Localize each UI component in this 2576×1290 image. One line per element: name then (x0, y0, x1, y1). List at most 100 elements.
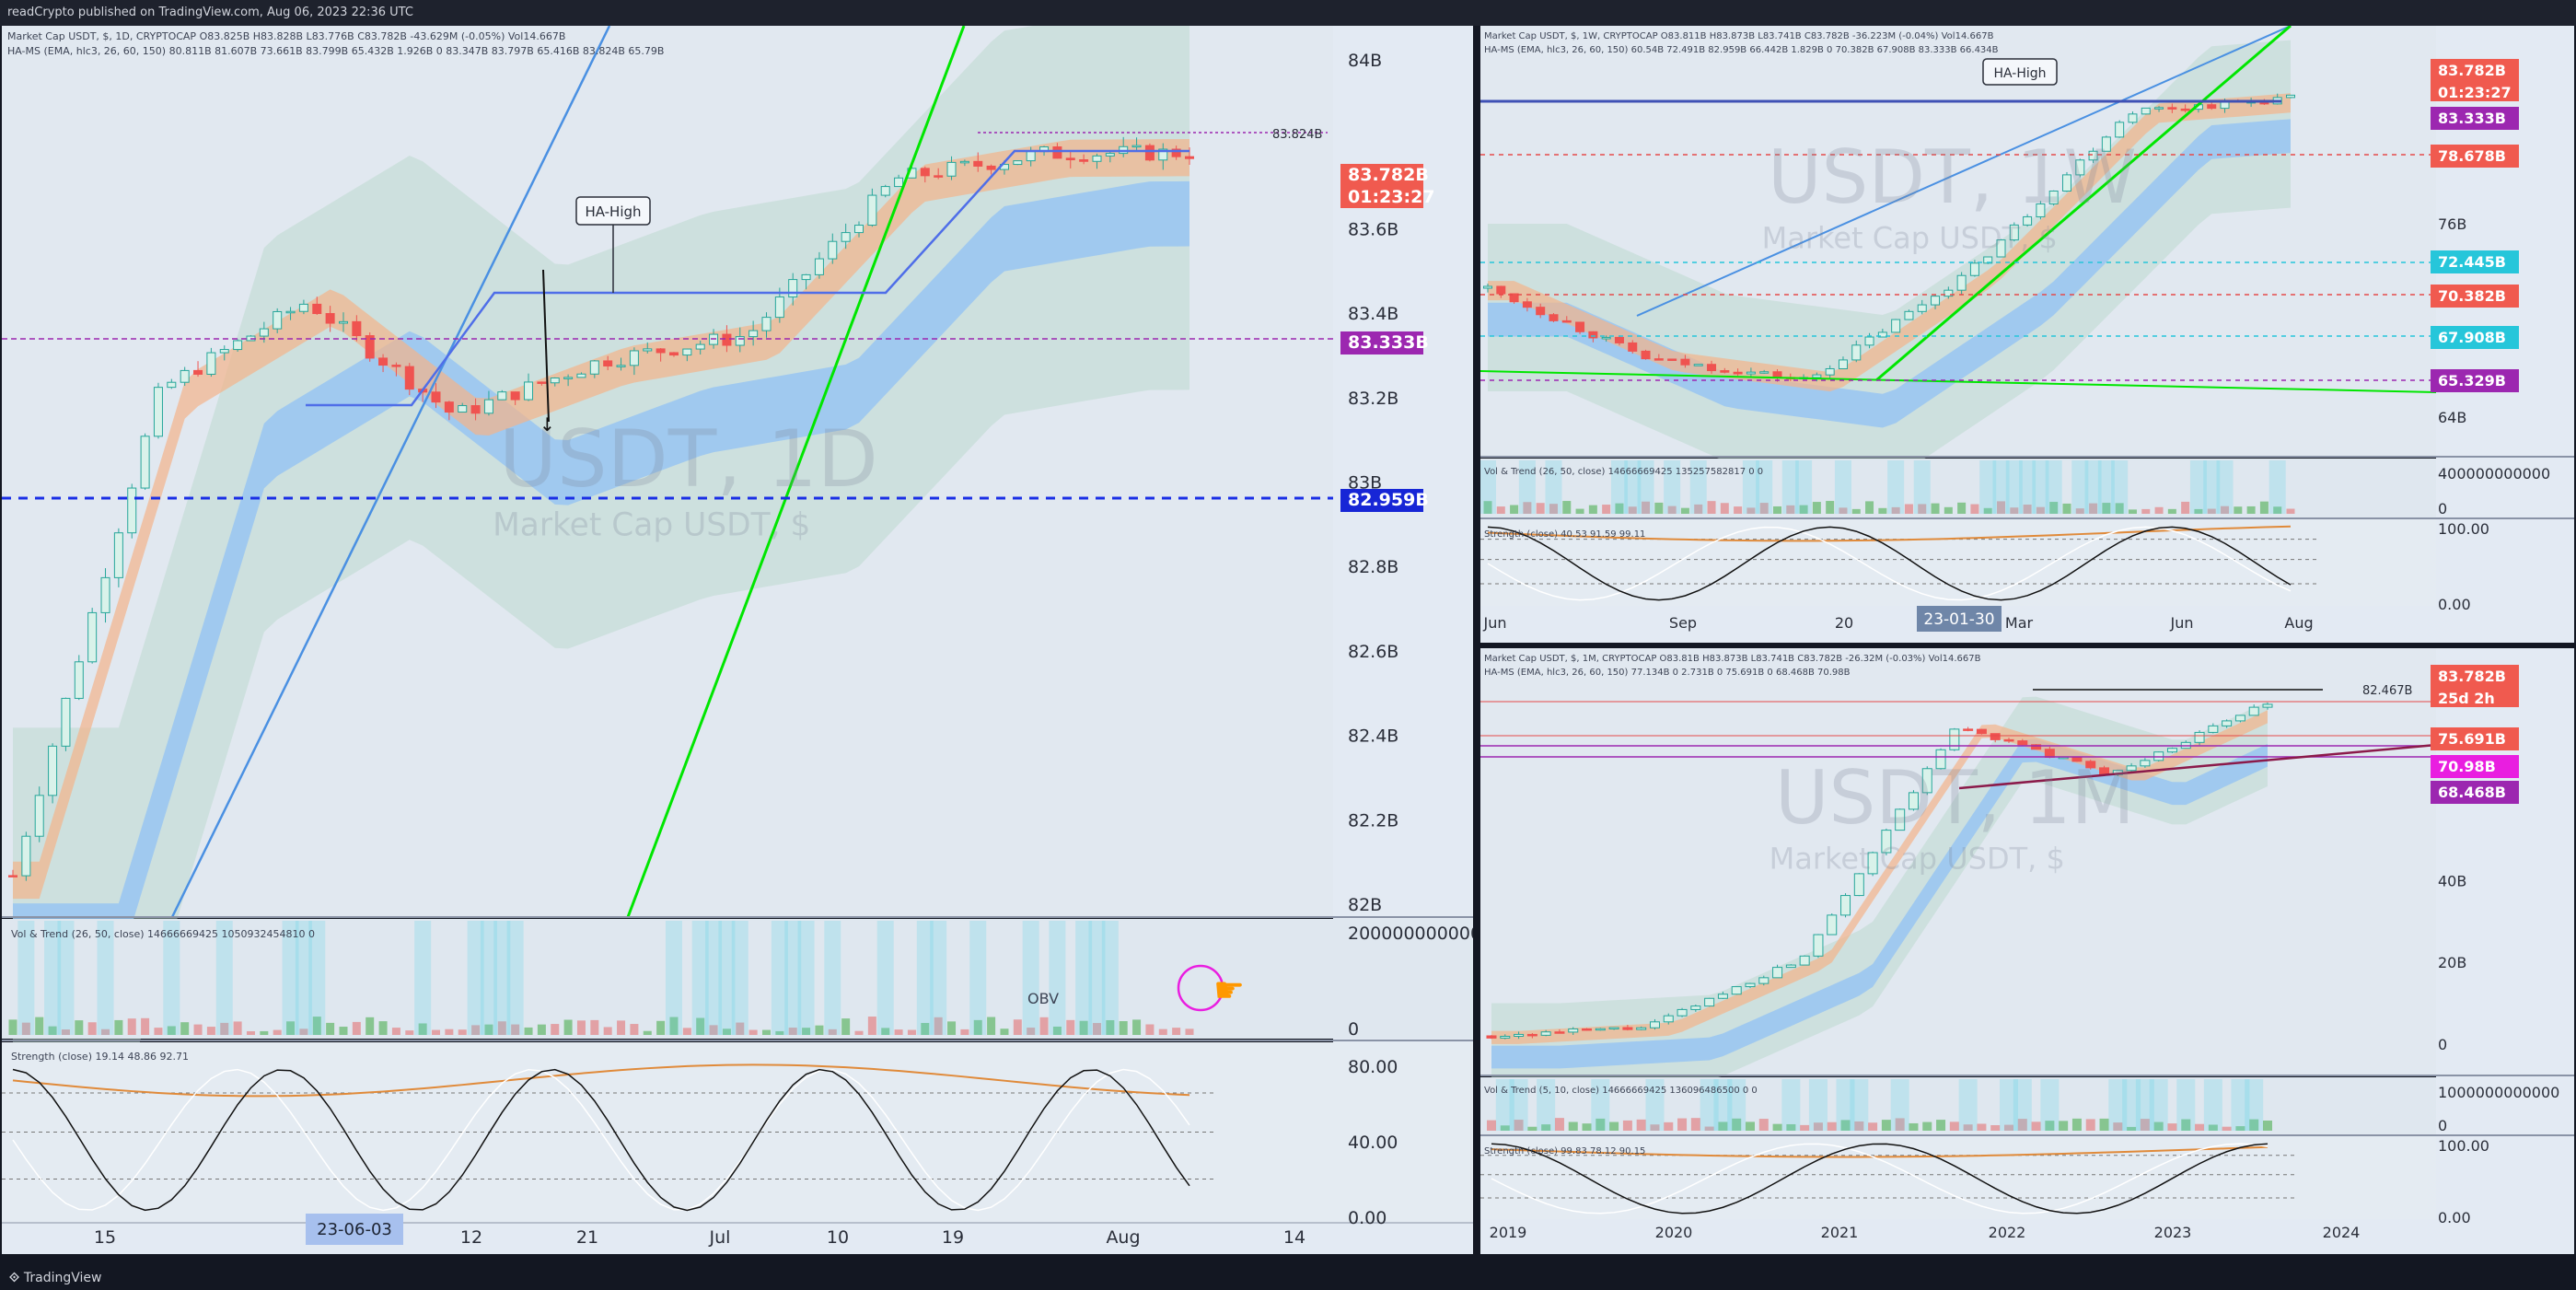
daily-trend-shade (930, 921, 947, 1035)
monthly-chart-svg[interactable]: Market Cap USDT, $, 1M, CRYPTOCAP O83.81… (1480, 648, 2574, 1254)
daily-time-tick: 15 (94, 1227, 116, 1248)
daily-volume-bar (590, 1019, 599, 1035)
daily-volume-bar (921, 1022, 930, 1035)
monthly-price-tag-label: 70.98B (2438, 758, 2496, 775)
weekly-volume-bar (1826, 501, 1835, 514)
weekly-trend-shade (1637, 460, 1654, 514)
monthly-volume-bar (2099, 1118, 2109, 1131)
monthly-candle (1677, 1008, 1688, 1017)
daily-legend-2: HA-MS (EMA, hlc3, 26, 60, 150) 80.811B 8… (7, 45, 664, 57)
monthly-trend-shade (1713, 1079, 1733, 1131)
daily-candle (458, 405, 468, 413)
daily-candle (576, 373, 586, 378)
weekly-trend-shade (2071, 460, 2089, 514)
weekly-candle (1759, 371, 1770, 374)
daily-volume-bar (1066, 1019, 1075, 1035)
daily-cloud-band (13, 26, 1189, 1112)
weekly-price-tick: 64B (2438, 409, 2466, 426)
monthly-trend-shade (1509, 1079, 1528, 1131)
weekly-trend-line-1 (1875, 26, 2292, 382)
weekly-candle (1864, 336, 1874, 346)
daily-volume-bar (854, 1030, 864, 1035)
monthly-volume-bar (2085, 1119, 2095, 1131)
monthly-volume-bar (1609, 1121, 1619, 1131)
daily-volume-bar (1079, 1020, 1088, 1035)
daily-price-tag-label: 83.333B (1348, 332, 1429, 353)
weekly-candle (1825, 367, 1835, 376)
daily-candle (828, 240, 838, 260)
monthly-volume-bar (1895, 1118, 1905, 1131)
daily-time-tick: Aug (1106, 1227, 1140, 1248)
daily-price-tick: 84B (1348, 51, 1382, 71)
daily-candle (312, 303, 322, 315)
daily-volume-bar (1145, 1024, 1155, 1035)
weekly-candle (2075, 159, 2085, 176)
daily-trend-shade (295, 921, 312, 1035)
monthly-time-tick: 2022 (1989, 1224, 2026, 1241)
monthly-trend-shade (2040, 1079, 2060, 1131)
daily-candle (946, 161, 957, 177)
monthly-candle (1881, 830, 1892, 854)
weekly-volume-bar (1812, 502, 1821, 514)
publisher-text: readCrypto published on TradingView.com,… (7, 6, 413, 19)
weekly-candle (2141, 107, 2151, 115)
obv-label: OBV (1027, 990, 1059, 1007)
daily-time-tick: Jul (709, 1227, 731, 1248)
publisher-bar: readCrypto published on TradingView.com,… (0, 0, 2576, 26)
daily-candle (682, 348, 692, 356)
monthly-chart-panel[interactable]: Market Cap USDT, $, 1M, CRYPTOCAP O83.81… (1480, 648, 2574, 1254)
weekly-volume-bar (1970, 504, 1979, 514)
monthly-candle (2194, 731, 2205, 743)
daily-volume-bar (1132, 1019, 1142, 1035)
daily-trend-shade (705, 921, 723, 1035)
weekly-volume-bar (2036, 506, 2045, 514)
daily-volume-bar (722, 1029, 731, 1035)
daily-time-tick: 21 (576, 1227, 598, 1248)
monthly-price-tag-label: 68.468B (2438, 784, 2506, 801)
daily-candle (497, 391, 507, 401)
weekly-chart-panel[interactable]: Market Cap USDT, $, 1W, CRYPTOCAP O83.81… (1480, 26, 2574, 643)
weekly-volume-bar (1483, 501, 1492, 514)
daily-chart-panel[interactable]: Market Cap USDT, $, 1D, CRYPTOCAP O83.82… (2, 26, 1473, 1254)
daily-candle (273, 310, 283, 330)
daily-volume-bar (48, 1026, 57, 1035)
daily-trend-shade (1088, 921, 1106, 1035)
daily-strength-orange-line (12, 1063, 1190, 1098)
daily-candle (259, 328, 269, 337)
monthly-trend-shade (2108, 1079, 2128, 1131)
daily-volume-bar (378, 1021, 388, 1035)
daily-volume-bar (815, 1025, 824, 1035)
weekly-time-tick: 20 (1835, 614, 1853, 632)
daily-strength-tick: 0.00 (1348, 1208, 1387, 1228)
daily-chart-svg[interactable]: Market Cap USDT, $, 1D, CRYPTOCAP O83.82… (2, 26, 1473, 1254)
daily-volume-bar (630, 1024, 639, 1035)
daily-volume-bar (1185, 1029, 1194, 1035)
daily-trend-line-1 (626, 26, 966, 918)
weekly-candle (1969, 262, 1979, 276)
daily-trend-shade (97, 921, 114, 1035)
weekly-volume-bar (2221, 506, 2230, 514)
weekly-volume-bar (1759, 503, 1769, 514)
daily-price-tag (1340, 164, 1423, 208)
monthly-candle (1949, 728, 1960, 750)
monthly-candle (2126, 765, 2137, 772)
daily-candle (563, 377, 574, 379)
daily-volume-bar (405, 1030, 414, 1035)
monthly-candle (1690, 1005, 1701, 1010)
weekly-price-tag-label: 70.382B (2438, 287, 2506, 305)
weekly-chart-svg[interactable]: Market Cap USDT, $, 1W, CRYPTOCAP O83.81… (1480, 26, 2574, 643)
weekly-trend-shade (1781, 460, 1799, 514)
daily-strength-legend: Strength (close) 19.14 48.86 92.71 (11, 1051, 189, 1063)
weekly-trend-shade (1795, 460, 1813, 514)
daily-candle (352, 320, 362, 337)
monthly-volume-bar (2235, 1126, 2245, 1131)
monthly-price-tick: 20B (2438, 954, 2466, 971)
weekly-price-tag (2431, 145, 2519, 168)
weekly-time-tick: Sep (1669, 614, 1697, 632)
monthly-trend-shade (1958, 1079, 1978, 1131)
daily-volume-bar (471, 1025, 481, 1035)
daily-volume-bar (141, 1017, 150, 1035)
weekly-candle (2101, 136, 2111, 152)
weekly-candle (1720, 370, 1730, 373)
daily-volume-bar (617, 1020, 626, 1035)
